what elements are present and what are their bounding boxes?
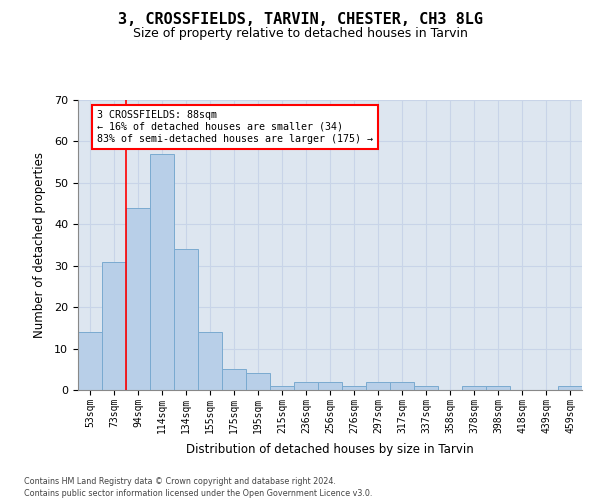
Bar: [246, 374, 270, 390]
Bar: [150, 154, 174, 390]
Text: Distribution of detached houses by size in Tarvin: Distribution of detached houses by size …: [186, 442, 474, 456]
Text: 3, CROSSFIELDS, TARVIN, CHESTER, CH3 8LG: 3, CROSSFIELDS, TARVIN, CHESTER, CH3 8LG: [118, 12, 482, 28]
Text: Contains public sector information licensed under the Open Government Licence v3: Contains public sector information licen…: [24, 489, 373, 498]
Bar: [222, 370, 246, 390]
Bar: [102, 262, 126, 390]
Bar: [126, 208, 150, 390]
Bar: [390, 382, 414, 390]
Bar: [486, 386, 510, 390]
Bar: [558, 386, 582, 390]
Bar: [174, 249, 198, 390]
Bar: [318, 382, 342, 390]
Bar: [294, 382, 318, 390]
Text: Contains HM Land Registry data © Crown copyright and database right 2024.: Contains HM Land Registry data © Crown c…: [24, 478, 336, 486]
Bar: [414, 386, 438, 390]
Bar: [78, 332, 102, 390]
Bar: [198, 332, 222, 390]
Text: Size of property relative to detached houses in Tarvin: Size of property relative to detached ho…: [133, 28, 467, 40]
Bar: [462, 386, 486, 390]
Bar: [342, 386, 366, 390]
Text: 3 CROSSFIELDS: 88sqm
← 16% of detached houses are smaller (34)
83% of semi-detac: 3 CROSSFIELDS: 88sqm ← 16% of detached h…: [97, 110, 373, 144]
Y-axis label: Number of detached properties: Number of detached properties: [33, 152, 46, 338]
Bar: [270, 386, 294, 390]
Bar: [366, 382, 390, 390]
